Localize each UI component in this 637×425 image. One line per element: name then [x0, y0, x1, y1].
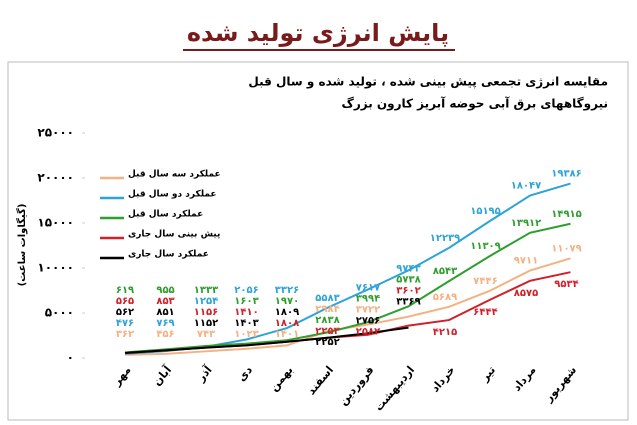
data-label: ۱۱۰۷۹	[551, 243, 582, 254]
y-axis-title: (گیگاوات ساعت)	[15, 204, 28, 287]
data-label: ۱۳۹۱۲	[511, 218, 542, 229]
legend-label: پیش بینی سال جاری	[128, 230, 220, 240]
subtitle: نیروگاههای برق آبی حوضه آبریز کارون بزرگ	[342, 96, 608, 112]
data-label: ۸۵۷۵	[514, 288, 538, 299]
data-label: ۳۹۹۴	[356, 293, 380, 304]
x-tick-label: شهریور	[541, 364, 579, 406]
y-tick-label: ۵۰۰۰	[45, 306, 74, 320]
data-label: ۱۱۳۰۹	[470, 241, 501, 252]
data-label: ۷۴۳	[197, 329, 215, 340]
data-label: ۳۳۶۹	[396, 296, 420, 307]
data-label: ۵۶۸۹	[433, 292, 457, 303]
data-label: ۸۵۱	[156, 307, 174, 318]
data-label: ۱۱۵۲	[194, 318, 218, 329]
x-tick-label: دی	[235, 363, 255, 384]
data-label: ۷۴۴۶	[473, 276, 497, 287]
data-label: ۹۵۳۴	[554, 279, 578, 290]
chart-title: پایش انرژی تولید شده	[187, 19, 449, 47]
chart-frame	[7, 61, 629, 421]
data-label: ۱۸۰۸	[275, 318, 299, 329]
data-label: ۳۶۰۲	[396, 285, 420, 296]
data-label: ۳۶۲	[116, 329, 134, 340]
data-label: ۹۷۴۳	[396, 263, 420, 274]
data-label: ۳۳۲۶	[275, 285, 299, 296]
data-label: ۱۴۰۱	[275, 329, 299, 340]
data-label: ۱۴۱۰	[234, 307, 258, 318]
data-label: ۶۴۴۴	[473, 307, 497, 318]
x-tick-label: اسفند	[305, 364, 336, 398]
series-line	[124, 257, 571, 356]
legend-label: عملکرد سال جاری	[128, 250, 209, 260]
y-tick-label: ۲۵۰۰۰	[37, 126, 74, 140]
legend-label: عملکرد دو سال قبل	[128, 190, 217, 200]
x-tick-label: تیر	[478, 364, 499, 385]
series-line	[124, 326, 409, 354]
data-label: ۵۶۲	[116, 307, 134, 318]
data-label: ۱۴۰۳	[234, 318, 258, 329]
data-label: ۲۸۳۸	[315, 315, 339, 326]
data-label: ۲۲۵۳	[315, 326, 339, 337]
data-label: ۶۱۹	[116, 285, 134, 296]
x-tick-label: مرداد	[510, 364, 538, 394]
series-line	[124, 222, 571, 354]
subtitle: مقایسه انرژی تجمعی پیش بینی شده ، تولید …	[248, 75, 608, 90]
data-label: ۵۵۸۳	[315, 293, 339, 304]
data-label: ۲۵۸۲	[356, 326, 380, 337]
data-label: ۱۸۰۴۷	[511, 181, 542, 192]
data-label: ۱۵۱۹۵	[470, 206, 501, 217]
y-tick-label: ۲۰۰۰۰	[37, 171, 74, 185]
y-tick-label: ۱۵۰۰۰	[37, 216, 74, 230]
data-label: ۲۲۵۲	[315, 337, 339, 348]
legend-label: عملکرد سه سال قبل	[128, 170, 221, 180]
data-label: ۴۵۶	[156, 329, 174, 340]
data-label: ۷۶۱۷	[356, 282, 380, 293]
data-label: ۱۲۲۳۹	[430, 233, 461, 244]
x-tick-label: اردیبهشت	[372, 364, 417, 414]
data-label: ۱۴۹۱۵	[551, 209, 582, 220]
x-tick-label: فروردین	[336, 364, 376, 408]
data-label: ۷۶۹	[156, 318, 174, 329]
legend-label: عملکرد سال قبل	[128, 210, 203, 220]
data-label: ۸۵۴۳	[433, 266, 457, 277]
y-tick-label: ۱۰۰۰۰	[37, 261, 74, 275]
x-tick-label: خرداد	[428, 364, 457, 395]
data-label: ۳۷۲۲	[356, 304, 380, 315]
x-tick-label: آذر	[193, 363, 215, 385]
data-label: ۵۷۳۸	[396, 274, 420, 285]
data-label: ۸۵۳	[156, 296, 174, 307]
data-label: ۲۹۸۴	[315, 304, 339, 315]
x-tick-label: مهر	[110, 364, 134, 389]
data-label: ۱۹۳۸۶	[551, 169, 582, 180]
data-label: ۹۵۵	[156, 285, 174, 296]
data-label: ۲۰۵۶	[234, 285, 258, 296]
data-label: ۱۲۵۴	[194, 296, 218, 307]
y-tick-label: ۰	[67, 351, 74, 365]
data-label: ۱۱۵۶	[194, 307, 218, 318]
data-label: ۱۳۳۳	[194, 285, 218, 296]
data-label: ۹۷۱۱	[514, 256, 538, 267]
data-label: ۴۷۶	[116, 318, 134, 329]
data-label: ۱۰۲۳	[234, 329, 258, 340]
data-label: ۱۸۰۹	[275, 307, 299, 318]
data-label: ۵۶۵	[116, 296, 134, 307]
data-label: ۱۹۷۰	[275, 296, 299, 307]
data-label: ۴۲۱۵	[433, 327, 457, 338]
x-tick-label: آبان	[150, 363, 175, 389]
data-label: ۱۶۰۳	[234, 296, 258, 307]
x-tick-label: بهمن	[267, 364, 295, 394]
data-label: ۲۷۵۶	[356, 315, 380, 326]
